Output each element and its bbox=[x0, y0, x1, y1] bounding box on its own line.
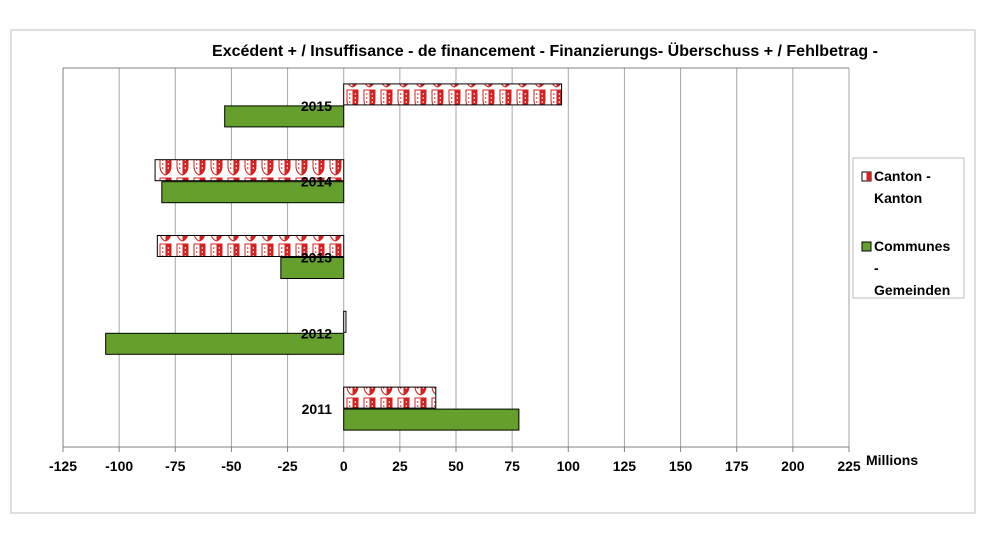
x-tick-label: 25 bbox=[392, 458, 408, 474]
category-label: 2013 bbox=[301, 250, 332, 266]
x-tick-label: -25 bbox=[277, 458, 297, 474]
legend-label-1: Canton - bbox=[874, 168, 931, 184]
x-tick-label: 75 bbox=[504, 458, 520, 474]
x-axis-label: Millions bbox=[866, 452, 918, 468]
bar-series1-2011 bbox=[343, 386, 437, 409]
bar-series2-2011 bbox=[343, 408, 520, 431]
legend-label-2: Gemeinden bbox=[874, 282, 950, 298]
bar-series2-2015 bbox=[224, 105, 345, 128]
bar-series1-2015 bbox=[343, 83, 563, 106]
bar-series2-2014 bbox=[161, 181, 345, 204]
x-tick-label: 100 bbox=[557, 458, 581, 474]
x-tick-label: -50 bbox=[221, 458, 241, 474]
legend-swatch-2 bbox=[861, 241, 872, 252]
bar-series2-2013 bbox=[280, 257, 345, 279]
bar-series2-2012 bbox=[105, 332, 345, 355]
x-tick-label: 150 bbox=[669, 458, 693, 474]
legend: Canton - Kanton Communes - Gemeinden bbox=[852, 157, 965, 299]
plot-area: -125 -100 -75 -50 -25 0 25 50 75 100 125 150 175 200 2… bbox=[49, 67, 861, 474]
category-label: 2011 bbox=[302, 401, 333, 417]
legend-swatch-flag-1 bbox=[866, 172, 871, 181]
legend-label-2: Communes bbox=[874, 238, 950, 254]
legend-label-1: Kanton bbox=[874, 190, 922, 206]
x-tick-label: 125 bbox=[613, 458, 637, 474]
bar-series1-2013 bbox=[156, 235, 345, 257]
category-label: 2012 bbox=[301, 325, 332, 341]
x-tick-label: 50 bbox=[448, 458, 464, 474]
x-tick-label: 200 bbox=[781, 458, 805, 474]
chart-title: Excédent + / Insuffisance - de financeme… bbox=[212, 41, 878, 60]
x-tick-label: 175 bbox=[725, 458, 749, 474]
bar-series1-2012 bbox=[343, 310, 347, 333]
legend-label-2: - bbox=[874, 260, 879, 276]
category-label: 2015 bbox=[301, 98, 332, 114]
x-tick-label: -125 bbox=[49, 458, 77, 474]
x-tick-label: 0 bbox=[340, 458, 348, 474]
x-tick-label: -100 bbox=[105, 458, 133, 474]
x-tick-label: 225 bbox=[837, 458, 861, 474]
category-label: 2014 bbox=[301, 174, 332, 190]
bar-series1-2014 bbox=[154, 159, 345, 182]
x-tick-label: -75 bbox=[165, 458, 185, 474]
